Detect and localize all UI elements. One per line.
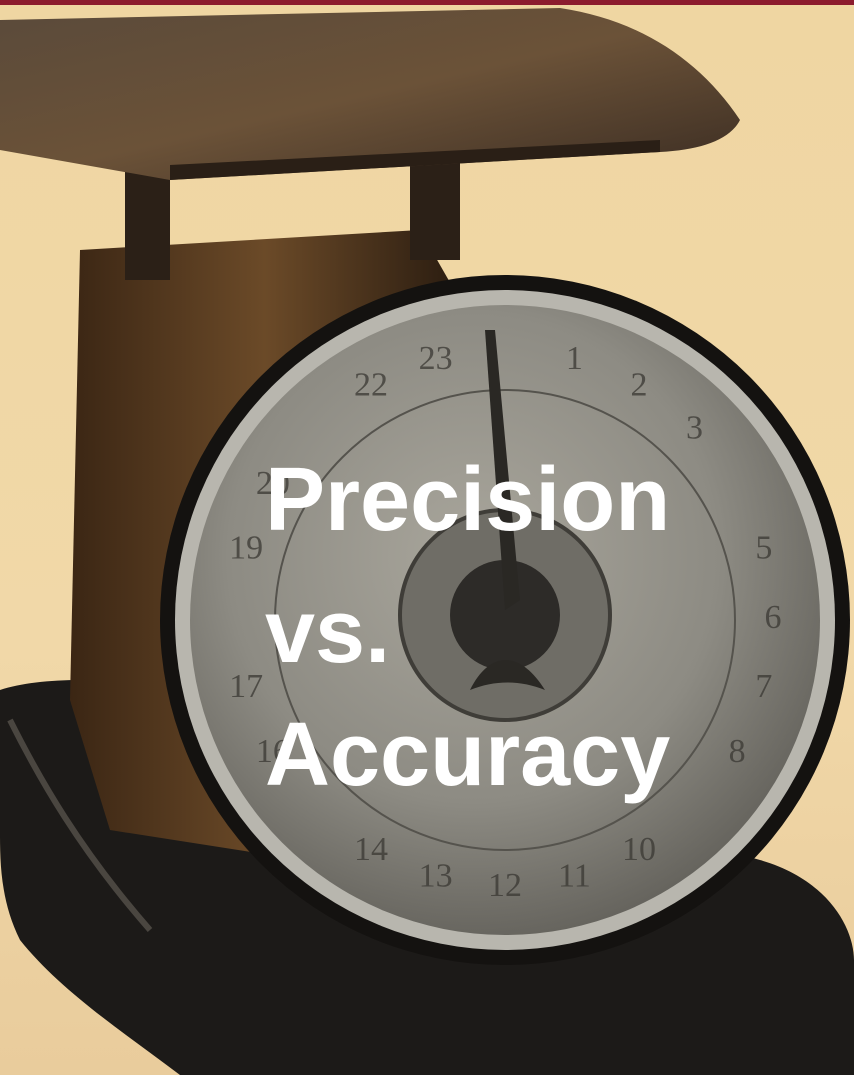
dial-number: 10 — [622, 831, 656, 868]
post — [410, 160, 460, 260]
dial-number: 23 — [419, 340, 453, 377]
dial-number: 8 — [729, 733, 746, 770]
title-line: Precision — [265, 450, 670, 550]
dial-number: 17 — [229, 668, 263, 705]
dial-number: 1 — [566, 340, 583, 377]
title-line: Accuracy — [265, 705, 670, 805]
dial-number: 11 — [558, 858, 591, 895]
dial-number: 2 — [631, 367, 648, 404]
title-line: vs. — [265, 582, 390, 682]
dial-number: 5 — [755, 529, 772, 566]
dial-number: 12 — [488, 867, 522, 904]
post — [125, 170, 170, 280]
top-bar — [0, 0, 854, 5]
dial-number: 19 — [229, 529, 263, 566]
dial-number: 6 — [765, 599, 782, 636]
dial-number: 7 — [755, 668, 772, 705]
dial-number: 14 — [354, 831, 388, 868]
slide: 23123567810111213141617192022 Precision … — [0, 0, 854, 1075]
page: {"title": {"lines": ["Precision", "vs.",… — [0, 0, 854, 1075]
dial-number: 22 — [354, 367, 388, 404]
dial-number: 3 — [686, 409, 703, 446]
dial-number: 13 — [419, 858, 453, 895]
